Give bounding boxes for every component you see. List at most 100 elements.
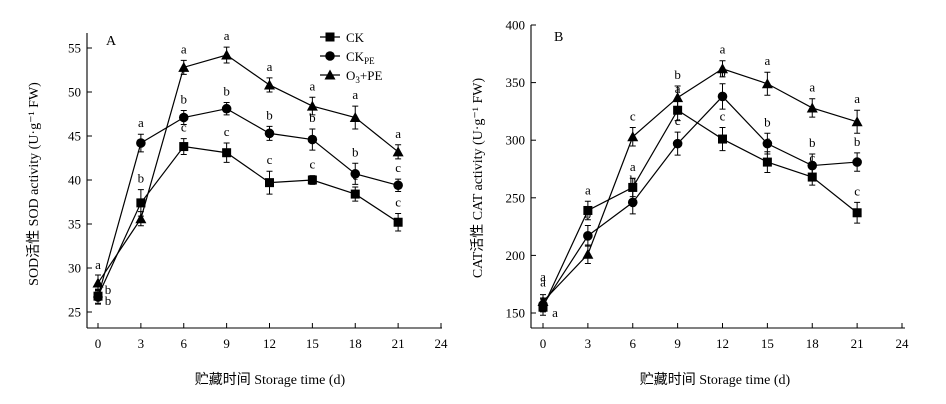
panel-b-ck-pe-point-3: [672, 138, 683, 149]
panel-b-ck-significance-letter-4: c: [720, 109, 726, 124]
panel-b-o3-pe-point-0: [537, 295, 549, 306]
panel-a-o3-pe-significance-letter-2: a: [181, 41, 187, 56]
panel-a-x-tick-label-4: 12: [263, 336, 276, 351]
panel-a-o3-pe-point-0: [92, 277, 104, 288]
panel-a-ck-pe-series: b a b b b b b c: [93, 84, 403, 308]
panel-a-o3-pe-point-5: [306, 100, 318, 111]
panel-a-ck-pe-significance-letter-5: b: [309, 110, 316, 125]
panel-a-label: A: [106, 34, 117, 49]
panel-a-o3-pe-point-2: [178, 61, 190, 72]
panel-b-o3-pe-significance-letter-7: a: [854, 91, 860, 106]
panel-a-y-tick-label-6: 55: [68, 41, 81, 56]
panel-a-ck-pe-point-2: [178, 112, 189, 123]
panel-b-o3-pe-point-7: [851, 116, 863, 127]
panel-b-x-tick-label-4: 12: [716, 336, 729, 351]
panel-a-ck-point-1: [136, 198, 146, 208]
panel-a-ck-point-5: [307, 175, 317, 185]
panel-a-y-tick-label-0: 25: [68, 305, 81, 320]
panel-b-o3-pe-significance-letter-0: a: [540, 275, 546, 290]
panel-b-y-tick-label-5: 400: [506, 18, 526, 33]
panel-b-o3-pe-point-4: [717, 63, 728, 74]
panel-a-ck-point-7: [393, 217, 403, 227]
panel-b-o3-pe-point-6: [806, 102, 818, 113]
panel-a-ck-pe-significance-letter-2: b: [181, 91, 188, 106]
panel-b-ck-pe-point-6: [807, 160, 818, 171]
panel-b-o3-pe-significance-letter-3: b: [674, 67, 681, 82]
panel-a-ck-pe-significance-letter-0: b: [105, 293, 112, 308]
panel-a-y-tick-label-2: 35: [68, 217, 81, 232]
panel-b-y-tick-label-4: 350: [506, 75, 526, 90]
panel-a-ck-pe-significance-letter-3: b: [223, 84, 230, 99]
panel-b-o3-pe-significance-letter-1: c: [585, 226, 591, 241]
panel-a-y-tick-label-5: 50: [68, 85, 81, 100]
panel-b-ck-pe-significance-letter-1: b: [585, 206, 592, 221]
panel-b-ck-series: aaaacccc: [538, 81, 862, 316]
panel-a-ck-pe-significance-letter-6: b: [352, 144, 359, 159]
panel-b-o3-pe-significance-letter-5: a: [764, 53, 770, 68]
legend-label-2: O3+PE: [346, 68, 382, 85]
panel-a-x-tick-label-7: 21: [392, 336, 405, 351]
legend-label-0: CK: [346, 30, 365, 45]
panel-b-ck-pe-point-1: [583, 231, 593, 241]
panel-a-ck-significance-letter-7: c: [395, 194, 401, 209]
panel-b-y-tick-label-0: 150: [506, 306, 526, 321]
panel-a-x-tick-label-2: 6: [181, 336, 188, 351]
panel-b-o3-pe-line: [542, 68, 858, 302]
panel-a-ck-significance-letter-4: c: [267, 152, 273, 167]
panel-b-o3-pe-point-3: [672, 92, 684, 103]
panel-b-y-tick-label-2: 250: [506, 190, 526, 205]
panel-a-o3-pe-significance-letter-3: a: [224, 28, 230, 43]
panel-b-ck-pe-line: [542, 95, 858, 306]
panel-b-ck-significance-letter-0: a: [540, 269, 546, 284]
panel-a-o3-pe-point-3: [221, 49, 233, 60]
panel-a-ck-pe-point-6: [350, 169, 361, 179]
panel-a-x-tick-label-3: 9: [223, 336, 230, 351]
legend-marker-point-1: [325, 51, 335, 61]
panel-b-ck-pe-significance-letter-6: b: [809, 135, 816, 150]
panel-b-x-tick-label-6: 18: [806, 336, 819, 351]
panel-b-ck-pe-significance-letter-2: b: [630, 172, 637, 187]
panel-b-x-tick-label-5: 15: [761, 336, 774, 351]
panel-a-ck-point-3: [222, 148, 232, 158]
panel-b-x-axis-title: 贮藏时间 Storage time (d): [640, 372, 791, 388]
panel-b-cat: B 贮藏时间 Storage time (d) CAT活性 CAT activi…: [470, 18, 909, 389]
panel-b-ck-pe-significance-letter-3: c: [675, 113, 681, 128]
panel-b-ck-point-4: [718, 134, 727, 144]
panel-a-o3-pe-line: [97, 54, 399, 284]
panel-b-x-tick-label-8: 24: [896, 336, 910, 351]
panel-a-o3-pe-significance-letter-0: a: [95, 257, 101, 272]
panel-a-ck-pe-point-4: [264, 128, 275, 139]
legend-marker-point-0: [325, 32, 335, 42]
panel-b-y-axis-title: CAT活性 CAT activity (U·g⁻¹ FW): [470, 78, 486, 279]
panel-b-ck-point-5: [762, 157, 772, 167]
panel-a-o3-pe-significance-letter-1: c: [138, 193, 144, 208]
panel-a-o3-pe-series: a c a a a a a a: [92, 28, 404, 292]
panel-b-ck-pe-significance-letter-0: a: [552, 305, 558, 320]
panel-a-o3-pe-point-7: [392, 146, 404, 157]
panel-b-ck-pe-significance-letter-7: b: [854, 134, 861, 149]
panel-b-o3-pe-point-2: [627, 131, 639, 142]
panel-a-x-tick-label-0: 0: [95, 336, 102, 351]
panel-a-o3-pe-significance-letter-6: a: [352, 87, 358, 102]
panel-b-ck-significance-letter-1: a: [585, 182, 591, 197]
panel-a-ck-point-6: [350, 189, 360, 199]
panel-b-o3-pe-significance-letter-4: a: [720, 42, 726, 57]
panel-a-ck-pe-significance-letter-4: b: [266, 107, 273, 122]
panel-a-x-tick-label-1: 3: [138, 336, 145, 351]
panel-b-o3-pe-significance-letter-2: c: [630, 109, 636, 124]
panel-b-x-tick-label-1: 3: [585, 336, 592, 351]
panel-b-ck-line: [542, 109, 858, 308]
panel-a-ck-point-4: [265, 178, 274, 188]
panel-a-ck-significance-letter-5: c: [309, 157, 315, 172]
legend-label-1: CKPE: [346, 49, 375, 66]
panel-b-o3-pe-point-1: [582, 248, 594, 259]
panel-a-x-tick-label-8: 24: [435, 336, 449, 351]
panel-b-ck-pe-point-2: [627, 197, 638, 208]
panel-a-ck-pe-point-1: [136, 138, 146, 148]
panel-a-y-tick-label-3: 40: [68, 173, 81, 188]
panel-b-x-tick-label-7: 21: [851, 336, 864, 351]
panel-a-x-axis-title: 贮藏时间 Storage time (d): [195, 372, 346, 388]
panel-b-ck-significance-letter-7: c: [854, 183, 860, 198]
